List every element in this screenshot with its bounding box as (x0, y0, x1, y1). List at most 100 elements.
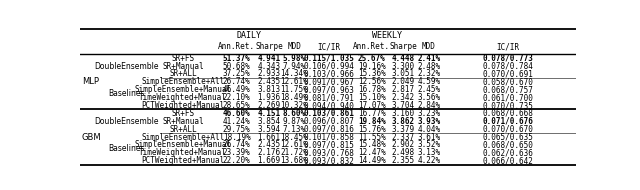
Text: 51.37%: 51.37% (223, 54, 251, 63)
Text: 29.75%: 29.75% (223, 125, 251, 134)
Text: 0.078/0.784: 0.078/0.784 (482, 62, 533, 71)
Text: 0.103/0.966: 0.103/0.966 (303, 70, 355, 78)
Text: 0.103/0.861: 0.103/0.861 (303, 109, 355, 118)
Text: IC/IR: IC/IR (317, 42, 340, 51)
Text: Ann.Ret.: Ann.Ret. (218, 42, 255, 51)
Text: PCTWeighted+Manual: PCTWeighted+Manual (141, 101, 225, 110)
Text: 9.87%: 9.87% (283, 117, 306, 126)
Text: WEEKLY: WEEKLY (372, 31, 402, 40)
Text: 2.355: 2.355 (392, 156, 415, 165)
Text: 0.106/0.994: 0.106/0.994 (303, 62, 355, 71)
Text: 0.068/0.668: 0.068/0.668 (482, 109, 533, 118)
Text: DAILY: DAILY (237, 31, 262, 40)
Text: 3.813: 3.813 (257, 85, 280, 94)
Text: 3.56%: 3.56% (417, 93, 440, 102)
Text: 3.52%: 3.52% (417, 140, 440, 150)
Text: SR+FS: SR+FS (172, 54, 195, 63)
Text: 3.704: 3.704 (392, 101, 415, 110)
Text: DoubleEnsemble: DoubleEnsemble (94, 117, 159, 126)
Text: 37.25%: 37.25% (223, 70, 251, 78)
Text: 7.13%: 7.13% (283, 125, 306, 134)
Text: 3.379: 3.379 (392, 125, 415, 134)
Text: 4.448: 4.448 (392, 54, 415, 63)
Text: 15.76%: 15.76% (358, 125, 385, 134)
Text: 14.34%: 14.34% (280, 70, 308, 78)
Text: 4.22%: 4.22% (417, 156, 440, 165)
Text: 2.342: 2.342 (392, 93, 415, 102)
Text: 3.300: 3.300 (392, 62, 415, 71)
Text: 0.097/0.816: 0.097/0.816 (303, 125, 355, 134)
Text: Baselines: Baselines (108, 144, 145, 154)
Text: 23.39%: 23.39% (223, 148, 251, 157)
Text: 17.07%: 17.07% (358, 101, 385, 110)
Text: 3.862: 3.862 (392, 117, 415, 126)
Text: 0.062/0.636: 0.062/0.636 (482, 148, 533, 157)
Text: DoubleEnsemble: DoubleEnsemble (94, 62, 159, 71)
Text: 21.72%: 21.72% (280, 148, 308, 157)
Text: 2.933: 2.933 (257, 70, 280, 78)
Text: 3.13%: 3.13% (417, 148, 440, 157)
Text: 3.160: 3.160 (392, 109, 415, 118)
Text: 16.78%: 16.78% (358, 85, 385, 94)
Text: MDD: MDD (287, 42, 301, 51)
Text: 18.19%: 18.19% (223, 133, 251, 142)
Text: 13.68%: 13.68% (280, 156, 308, 165)
Text: 0.097/0.963: 0.097/0.963 (303, 85, 355, 94)
Text: 3.61%: 3.61% (417, 133, 440, 142)
Text: 0.066/0.642: 0.066/0.642 (482, 156, 533, 165)
Text: SR+ALL: SR+ALL (170, 125, 197, 134)
Text: IC/IR: IC/IR (496, 42, 519, 51)
Text: 11.55%: 11.55% (358, 133, 385, 142)
Text: 5.98%: 5.98% (283, 54, 306, 63)
Text: 50.68%: 50.68% (223, 62, 251, 71)
Text: 2.48%: 2.48% (417, 62, 440, 71)
Text: 2.435: 2.435 (257, 77, 280, 86)
Text: 2.817: 2.817 (392, 85, 415, 94)
Text: 3.051: 3.051 (392, 70, 415, 78)
Text: SR+FS: SR+FS (172, 109, 195, 118)
Text: 22.20%: 22.20% (223, 156, 251, 165)
Text: 4.941: 4.941 (257, 54, 280, 63)
Text: 1.669: 1.669 (257, 156, 280, 165)
Text: 18.49%: 18.49% (280, 93, 308, 102)
Text: 2.269: 2.269 (257, 101, 280, 110)
Text: Sharpe: Sharpe (255, 42, 283, 51)
Text: 0.115/1.035: 0.115/1.035 (303, 54, 355, 63)
Text: 18.45%: 18.45% (280, 133, 308, 142)
Text: 0.061/0.700: 0.061/0.700 (482, 93, 533, 102)
Text: 0.093/0.832: 0.093/0.832 (303, 156, 355, 165)
Text: 0.068/0.757: 0.068/0.757 (482, 85, 533, 94)
Text: Ann.Ret.: Ann.Ret. (353, 42, 390, 51)
Text: 2.32%: 2.32% (417, 70, 440, 78)
Text: 25.67%: 25.67% (358, 54, 385, 63)
Text: 12.61%: 12.61% (280, 140, 308, 150)
Text: 0.058/0.670: 0.058/0.670 (482, 77, 533, 86)
Text: 14.49%: 14.49% (358, 156, 385, 165)
Text: Sharpe: Sharpe (390, 42, 417, 51)
Text: 16.77%: 16.77% (358, 109, 385, 118)
Text: 22.10%: 22.10% (223, 93, 251, 102)
Text: 10.32%: 10.32% (280, 101, 308, 110)
Text: 0.097/0.815: 0.097/0.815 (303, 140, 355, 150)
Text: 19.84%: 19.84% (358, 117, 385, 126)
Text: 4.59%: 4.59% (417, 77, 440, 86)
Text: 26.74%: 26.74% (223, 77, 251, 86)
Text: TimeWeighted+Manual: TimeWeighted+Manual (140, 148, 227, 157)
Text: 26.74%: 26.74% (223, 140, 251, 150)
Text: 15.36%: 15.36% (358, 70, 385, 78)
Text: 7.94%: 7.94% (283, 62, 306, 71)
Text: 1.936: 1.936 (257, 93, 280, 102)
Text: SimpleEnsemble+Manual: SimpleEnsemble+Manual (134, 85, 232, 94)
Text: PCTWeighted+Manual: PCTWeighted+Manual (141, 156, 225, 165)
Text: SR+Manual: SR+Manual (163, 62, 204, 71)
Text: MLP: MLP (83, 77, 99, 86)
Text: 0.081/0.791: 0.081/0.791 (303, 93, 355, 102)
Text: 4.151: 4.151 (257, 109, 280, 118)
Text: TimeWeighted+Manual: TimeWeighted+Manual (140, 93, 227, 102)
Text: 4.343: 4.343 (257, 62, 280, 71)
Text: 0.071/0.676: 0.071/0.676 (482, 117, 533, 126)
Text: 0.078/0.773: 0.078/0.773 (482, 54, 533, 63)
Text: Baselines: Baselines (108, 89, 145, 98)
Text: 3.854: 3.854 (257, 117, 280, 126)
Text: 3.93%: 3.93% (417, 117, 440, 126)
